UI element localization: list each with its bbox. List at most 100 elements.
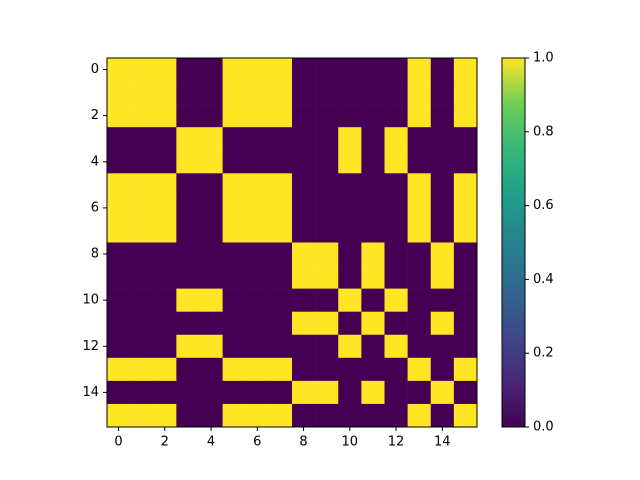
cell (407, 219, 432, 243)
cell (245, 311, 270, 336)
heatmap-cells (107, 58, 478, 428)
cell (407, 242, 432, 266)
cell (315, 173, 339, 197)
cell (430, 104, 455, 128)
cell (361, 219, 385, 243)
cell (361, 104, 385, 128)
cell (407, 334, 432, 359)
cell (199, 242, 223, 266)
cell (338, 104, 362, 128)
cell (384, 150, 408, 174)
cell (245, 265, 270, 289)
cell (176, 403, 200, 428)
cell (153, 265, 177, 289)
cell (384, 173, 408, 197)
cell (338, 219, 362, 243)
cell (453, 403, 478, 428)
colorbar-tick-label: 0.0 (533, 420, 554, 435)
cell (107, 334, 131, 359)
cell (407, 58, 432, 82)
cell (361, 242, 385, 266)
cell (268, 311, 293, 336)
cell (361, 265, 385, 289)
cell (430, 311, 455, 336)
cell (430, 150, 455, 174)
plot-frame (106, 57, 478, 428)
cell (176, 196, 200, 220)
cell (453, 311, 478, 336)
cell (245, 196, 270, 220)
cell (315, 242, 339, 266)
cell (176, 242, 200, 266)
cell (315, 311, 339, 336)
cell (130, 150, 154, 174)
cell (292, 104, 316, 128)
cell (245, 380, 270, 405)
cell (292, 127, 316, 151)
cell (292, 196, 316, 220)
cell (153, 58, 177, 82)
cell (430, 81, 455, 105)
cell (453, 127, 478, 151)
cell (338, 196, 362, 220)
cell (361, 380, 385, 405)
cell (430, 265, 455, 289)
cell (292, 173, 316, 197)
cell (268, 357, 293, 382)
x-tick-label: 12 (388, 435, 405, 450)
cell (130, 380, 154, 405)
cell (315, 81, 339, 105)
cell (315, 288, 339, 312)
cell (107, 357, 131, 382)
cell (453, 196, 478, 220)
cell (292, 403, 316, 428)
colorbar-tick-label: 0.2 (533, 346, 554, 361)
cell (292, 311, 316, 336)
cell (268, 58, 293, 82)
cell (315, 380, 339, 405)
cell (153, 288, 177, 312)
cell (268, 173, 293, 197)
cell (453, 380, 478, 405)
cell (407, 403, 432, 428)
cell (407, 311, 432, 336)
cell (430, 403, 455, 428)
cell (315, 104, 339, 128)
cell (338, 334, 362, 359)
y-tick-label: 14 (82, 385, 99, 400)
cell (222, 104, 247, 128)
cell (245, 150, 270, 174)
cell (130, 311, 154, 336)
cell (453, 173, 478, 197)
cell (338, 150, 362, 174)
cell (107, 380, 131, 405)
cell (245, 81, 270, 105)
cell (107, 150, 131, 174)
cell (338, 380, 362, 405)
cell (107, 81, 131, 105)
cell (338, 242, 362, 266)
cell (245, 334, 270, 359)
cell (153, 311, 177, 336)
cell (384, 81, 408, 105)
cell (338, 173, 362, 197)
cell (199, 127, 223, 151)
cell (384, 334, 408, 359)
cell (407, 173, 432, 197)
cell (245, 58, 270, 82)
cell (107, 265, 131, 289)
cell (176, 265, 200, 289)
cell (292, 265, 316, 289)
cell (430, 357, 455, 382)
cell (292, 380, 316, 405)
cell (361, 173, 385, 197)
cell (361, 357, 385, 382)
cell (430, 196, 455, 220)
cell (222, 150, 247, 174)
cell (453, 58, 478, 82)
cell (222, 219, 247, 243)
cell (176, 127, 200, 151)
cell (292, 288, 316, 312)
cell (315, 127, 339, 151)
